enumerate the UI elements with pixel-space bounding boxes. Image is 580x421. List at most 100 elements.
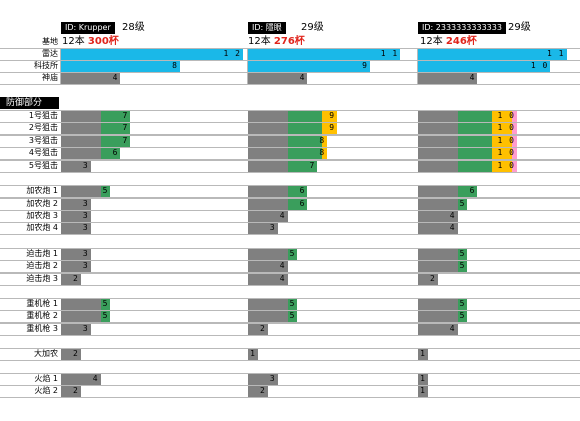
value-label-2-1: 4 <box>299 73 306 82</box>
grid-line <box>0 210 580 211</box>
bar-5-0-seg-1 <box>100 135 131 147</box>
bar-3-2-seg-2 <box>492 110 513 122</box>
row-label-7: 5号狙击 <box>28 161 58 170</box>
grid-line <box>0 323 580 324</box>
grid-line <box>0 172 580 173</box>
value-label-14-1: 4 <box>279 274 286 283</box>
bar-3-0-seg-0 <box>61 110 101 122</box>
value-label-5-1: 8 <box>319 136 326 145</box>
bar-7-2-seg-1 <box>457 160 493 172</box>
bar-9-2-seg-0 <box>418 198 458 210</box>
bar-4-0-seg-0 <box>61 122 101 134</box>
bar-14-0-seg-0 <box>61 273 81 285</box>
value-label-9-1: 6 <box>299 199 306 208</box>
value-label-4-0: 7 <box>122 123 129 132</box>
value-label-17-1: 2 <box>259 324 266 333</box>
bar-9-1-seg-0 <box>248 198 288 210</box>
value-label-3-2: 1 0 <box>497 111 515 120</box>
bar-6-2-seg-1 <box>457 147 493 159</box>
bar-15-0-seg-0 <box>61 298 101 310</box>
bar-16-1-seg-0 <box>248 310 288 322</box>
bar-17-2-seg-0 <box>418 323 458 335</box>
bar-13-1-seg-0 <box>248 260 288 272</box>
bar-3-2-seg-1 <box>457 110 493 122</box>
value-label-6-0: 6 <box>112 148 119 157</box>
bar-9-2-seg-1 <box>457 198 468 210</box>
value-label-19-2: 1 <box>420 374 426 383</box>
row-label-14: 迫击炮 3 <box>26 274 58 283</box>
value-label-8-1: 6 <box>299 186 306 195</box>
row-label-10: 加农炮 3 <box>26 211 58 220</box>
bar-12-0-seg-0 <box>61 248 91 260</box>
bar-15-1-seg-1 <box>287 298 298 310</box>
bar-1-0 <box>61 60 180 72</box>
grid-line <box>0 385 580 386</box>
panel-border <box>60 48 61 85</box>
bar-0-0 <box>61 48 243 60</box>
grid-line <box>0 260 580 261</box>
bar-3-2-seg-3 <box>512 110 517 122</box>
bar-4-0-seg-1 <box>100 122 131 134</box>
grid-line <box>0 335 580 336</box>
bar-3-0-seg-1 <box>100 110 131 122</box>
bar-8-2-seg-0 <box>418 185 458 197</box>
value-label-16-1: 5 <box>289 311 296 320</box>
value-label-0-2: 1 1 <box>547 49 565 58</box>
bar-8-1-seg-1 <box>287 185 308 197</box>
value-label-13-0: 3 <box>82 261 89 270</box>
bar-20-2-seg-0 <box>418 385 428 397</box>
bar-4-2-seg-0 <box>418 122 458 134</box>
value-label-0-1: 1 1 <box>380 49 399 58</box>
value-label-10-1: 4 <box>279 211 286 220</box>
value-label-15-0: 5 <box>102 299 109 308</box>
bar-12-2-seg-1 <box>457 248 468 260</box>
row-label-20: 火焰 2 <box>34 386 58 395</box>
grid-line <box>0 197 580 198</box>
value-label-18-2: 1 <box>420 349 426 358</box>
bar-6-0-seg-0 <box>61 147 101 159</box>
value-label-18-0: 2 <box>72 349 79 358</box>
bar-15-2-seg-1 <box>457 298 468 310</box>
bar-18-0-seg-0 <box>61 348 81 360</box>
bar-18-2-seg-0 <box>418 348 428 360</box>
bar-16-2-seg-0 <box>418 310 458 322</box>
value-label-1-1: 9 <box>362 61 368 70</box>
row-label-8: 加农炮 1 <box>26 186 58 195</box>
bar-7-1-seg-0 <box>248 160 288 172</box>
bar-12-2-seg-0 <box>418 248 458 260</box>
bar-3-2-seg-0 <box>418 110 458 122</box>
bar-7-1-seg-1 <box>287 160 318 172</box>
bar-2-1 <box>248 72 308 84</box>
bar-9-1-seg-1 <box>287 198 308 210</box>
value-label-12-2: 5 <box>459 249 466 258</box>
bar-4-2-seg-3 <box>512 122 517 134</box>
bar-11-1-seg-0 <box>248 222 278 234</box>
value-label-1-2: 1 0 <box>530 61 549 70</box>
bar-20-0-seg-0 <box>61 385 81 397</box>
value-label-3-0: 7 <box>122 111 129 120</box>
value-label-11-1: 3 <box>269 223 276 232</box>
bar-6-2-seg-3 <box>512 147 517 159</box>
player-level-1: 28级 <box>122 22 145 33</box>
bar-15-1-seg-0 <box>248 298 288 310</box>
bar-0-2 <box>418 48 567 60</box>
bar-8-0-seg-0 <box>61 185 101 197</box>
row-label-5: 3号狙击 <box>28 136 58 145</box>
bar-3-1-seg-1 <box>287 110 323 122</box>
value-label-17-0: 3 <box>82 324 89 333</box>
panel-border <box>247 48 248 85</box>
bar-16-0-seg-1 <box>100 310 111 322</box>
grid-line <box>0 322 580 323</box>
value-label-0-0: 1 2 <box>223 49 241 58</box>
value-label-19-0: 4 <box>92 374 99 383</box>
value-label-20-2: 1 <box>420 386 426 395</box>
bar-12-1-seg-0 <box>248 248 288 260</box>
bar-4-1-seg-0 <box>248 122 288 134</box>
bar-6-1-seg-2 <box>322 147 328 159</box>
bar-14-2-seg-0 <box>418 273 438 285</box>
grid-line <box>0 234 580 235</box>
bar-5-2-seg-1 <box>457 135 493 147</box>
value-label-6-2: 1 0 <box>497 148 515 157</box>
row-label-17: 重机枪 3 <box>26 324 58 333</box>
